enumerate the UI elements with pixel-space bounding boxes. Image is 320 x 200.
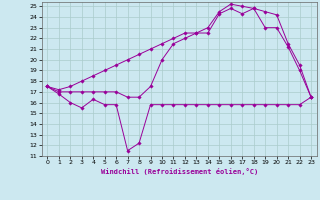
X-axis label: Windchill (Refroidissement éolien,°C): Windchill (Refroidissement éolien,°C) xyxy=(100,168,258,175)
